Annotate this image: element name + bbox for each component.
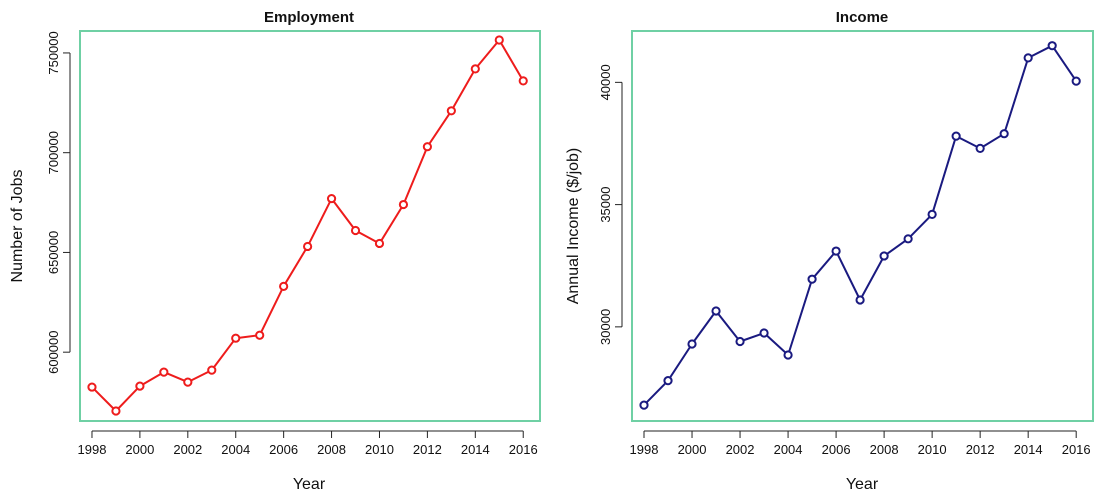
- employment-data-point: [398, 199, 409, 210]
- employment-x-tick-label: 2014: [461, 442, 490, 457]
- income-y-tick-label: 30000: [598, 309, 613, 345]
- income-y-axis: 30000 35000 40000: [598, 64, 623, 345]
- employment-data-point: [207, 365, 217, 375]
- employment-x-tick-label: 2006: [269, 442, 298, 457]
- income-x-label: Year: [846, 476, 879, 493]
- income-data-point: [735, 336, 745, 347]
- income-data-point: [903, 234, 913, 244]
- employment-data-point: [470, 64, 480, 74]
- employment-data-point: [159, 367, 169, 377]
- income-x-axis: 1998 2000 2002 2004 2006 2008 2010 2012 2014 2016: [630, 430, 1091, 457]
- employment-x-tick-label: 2008: [317, 442, 346, 457]
- income-y-tick-label: 35000: [598, 187, 613, 223]
- income-x-tick-label: 2010: [918, 442, 947, 457]
- employment-x-tick-label: 2010: [365, 442, 394, 457]
- employment-y-tick-label: 750000: [46, 31, 61, 74]
- employment-data-point: [231, 333, 241, 343]
- employment-x-tick-label: 2002: [173, 442, 202, 457]
- income-data-point: [807, 274, 817, 284]
- employment-data-point: [303, 241, 313, 252]
- income-x-tick-label: 2008: [870, 442, 899, 457]
- employment-y-tick-label: 650000: [46, 231, 61, 274]
- income-data-point: [687, 339, 697, 349]
- employment-data-point: [326, 193, 337, 204]
- employment-panel: Employment 1998 2000 2002 2004 2006 2008 2010 2…: [9, 9, 541, 493]
- employment-data-point: [111, 406, 121, 416]
- income-panel: Income 1998 2000 2002 2004 2006 2008 2010 2012 2…: [565, 9, 1094, 493]
- income-data-point: [783, 350, 793, 360]
- income-data-point: [711, 306, 721, 316]
- employment-y-tick-label: 700000: [46, 131, 61, 174]
- income-data-point: [975, 143, 985, 153]
- income-series: [639, 41, 1081, 410]
- income-data-point: [1071, 76, 1081, 86]
- employment-x-tick-label: 2012: [413, 442, 442, 457]
- income-data-point: [879, 251, 889, 261]
- employment-x-tick-label: 2000: [125, 442, 154, 457]
- employment-data-point: [87, 382, 97, 392]
- income-data-point: [759, 328, 769, 338]
- income-x-tick-label: 2016: [1062, 442, 1091, 457]
- employment-data-point: [255, 330, 265, 340]
- employment-x-axis: 1998 2000 2002 2004 2006 2008 2010 2012 2014 2016: [78, 430, 538, 457]
- employment-y-label: Number of Jobs: [9, 170, 26, 283]
- employment-x-tick-label: 2016: [509, 442, 538, 457]
- income-data-point: [639, 400, 649, 410]
- employment-data-point: [494, 35, 504, 45]
- employment-data-point: [446, 106, 456, 116]
- income-x-tick-label: 2002: [726, 442, 755, 457]
- income-y-label: Annual Income ($/job): [565, 148, 582, 305]
- employment-y-tick-label: 600000: [46, 330, 61, 373]
- income-x-tick-label: 2014: [1014, 442, 1043, 457]
- employment-x-tick-label: 2004: [221, 442, 250, 457]
- employment-title: Employment: [264, 9, 354, 26]
- employment-series: [87, 35, 528, 416]
- employment-series-line: [91, 39, 525, 412]
- income-data-point: [855, 295, 865, 305]
- income-x-tick-label: 2006: [822, 442, 851, 457]
- income-x-tick-label: 2000: [678, 442, 707, 457]
- employment-data-point: [422, 142, 432, 152]
- employment-data-point: [374, 238, 385, 249]
- income-data-point: [1047, 41, 1057, 51]
- income-data-point: [831, 246, 841, 256]
- income-data-point: [1023, 53, 1033, 63]
- income-plot-frame: [631, 30, 1094, 422]
- employment-x-label: Year: [293, 476, 326, 493]
- employment-y-axis: 600000 650000 700000 750000: [46, 31, 71, 374]
- employment-plot-frame: [79, 30, 541, 422]
- employment-x-tick-label: 1998: [78, 442, 107, 457]
- income-y-tick-label: 40000: [598, 64, 613, 100]
- income-data-point: [999, 129, 1009, 139]
- employment-data-point: [279, 281, 289, 291]
- employment-data-point: [135, 381, 145, 391]
- employment-data-point: [183, 377, 193, 387]
- income-data-point: [951, 131, 961, 141]
- income-data-point: [927, 209, 937, 219]
- income-x-tick-label: 2012: [966, 442, 995, 457]
- employment-data-point: [518, 76, 528, 86]
- income-series-line: [643, 44, 1078, 406]
- income-data-point: [663, 376, 673, 386]
- employment-data-point: [350, 225, 361, 236]
- income-x-tick-label: 1998: [630, 442, 659, 457]
- income-x-tick-label: 2004: [774, 442, 803, 457]
- income-title: Income: [836, 9, 889, 26]
